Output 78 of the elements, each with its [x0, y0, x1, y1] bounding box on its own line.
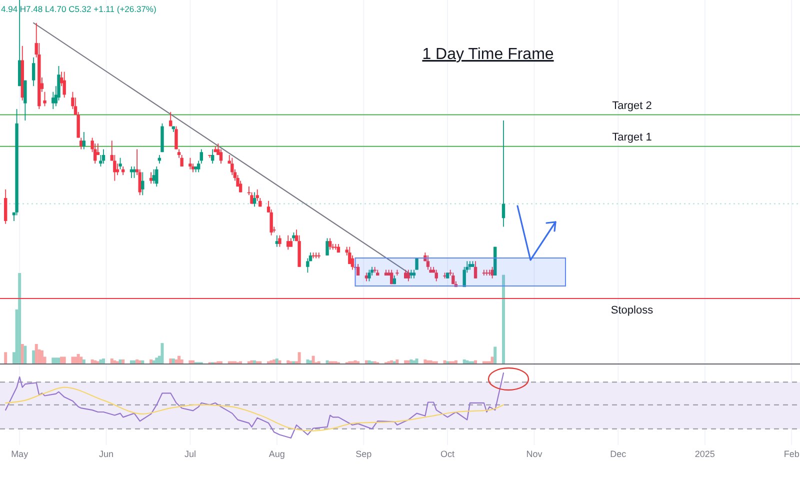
candlestick: [62, 71, 66, 98]
candlestick: [426, 254, 430, 270]
candlestick: [252, 192, 256, 208]
candlestick: [238, 180, 242, 193]
bar: [178, 356, 181, 364]
candlestick: [278, 234, 282, 248]
bar: [155, 358, 158, 364]
bar: [57, 358, 60, 364]
x-tick-label: May: [11, 449, 29, 459]
x-tick-label: Nov: [526, 449, 543, 459]
bar: [71, 356, 74, 364]
candlestick: [256, 188, 259, 202]
x-tick-label: Oct: [440, 449, 456, 459]
bar: [160, 343, 164, 364]
candlestick: [188, 157, 192, 170]
candlestick: [210, 148, 214, 164]
candlestick: [174, 126, 178, 150]
candlestick: [250, 192, 254, 204]
bar: [4, 352, 8, 364]
bar: [415, 358, 418, 364]
candlestick: [350, 254, 354, 270]
candlestick: [306, 258, 310, 274]
bar: [40, 350, 44, 364]
ref-line-label: Target 1: [612, 131, 652, 144]
x-tick-label: Feb: [784, 449, 800, 459]
candlestick: [102, 148, 106, 164]
bar: [169, 358, 172, 364]
candlestick: [390, 269, 394, 285]
candlestick: [326, 238, 329, 256]
x-tick-label: 2025: [694, 449, 715, 459]
bar: [32, 350, 36, 364]
bar: [24, 346, 27, 364]
text: 1 Day Time Frame: [422, 46, 554, 63]
candlestick: [152, 168, 156, 184]
candlestick: [82, 132, 86, 150]
candlestick: [80, 137, 83, 150]
annotation: 4.94 H7.48 L4.70 C5.32 +1.11 (+26.37%): [1, 4, 156, 14]
x-tick-label: Jun: [99, 449, 114, 459]
candlestick: [197, 160, 200, 173]
candlestick: [43, 91, 46, 107]
candlestick: [490, 266, 494, 279]
candlestick: [169, 111, 172, 127]
candlestick: [368, 269, 371, 282]
candlestick: [32, 56, 36, 87]
bar: [102, 358, 105, 364]
candlestick: [434, 269, 438, 282]
candlestick: [270, 209, 273, 236]
ref-line-label: Stoploss: [610, 304, 654, 316]
candlestick: [52, 91, 55, 110]
bar: [298, 352, 301, 364]
x-tick-label: Aug: [268, 449, 285, 459]
candlestick: [141, 172, 144, 196]
candlestick: [4, 188, 8, 224]
x-tick-label: Jul: [184, 449, 196, 459]
bar: [502, 274, 505, 364]
bar: [62, 356, 66, 364]
candlestick: [180, 154, 184, 167]
candlestick: [219, 148, 223, 164]
ref-line-label: Target 2: [612, 100, 652, 112]
bar: [494, 346, 497, 364]
bar: [18, 273, 22, 364]
candlestick: [317, 252, 320, 259]
bar: [52, 358, 55, 364]
candlestick: [314, 252, 318, 259]
candlestick: [406, 269, 410, 282]
candlestick: [474, 260, 478, 279]
candlestick: [113, 154, 116, 182]
x-tick-label: Sep: [356, 449, 372, 459]
candlestick: [24, 80, 27, 121]
candlestick: [286, 234, 290, 250]
candlestick: [502, 120, 506, 228]
candlestick: [200, 148, 203, 164]
bar: [60, 356, 64, 364]
bar: [80, 356, 83, 364]
candlestick: [155, 166, 158, 187]
x-tick-label: Dec: [610, 449, 627, 459]
candlestick: [118, 157, 122, 170]
candlestick: [328, 238, 332, 250]
